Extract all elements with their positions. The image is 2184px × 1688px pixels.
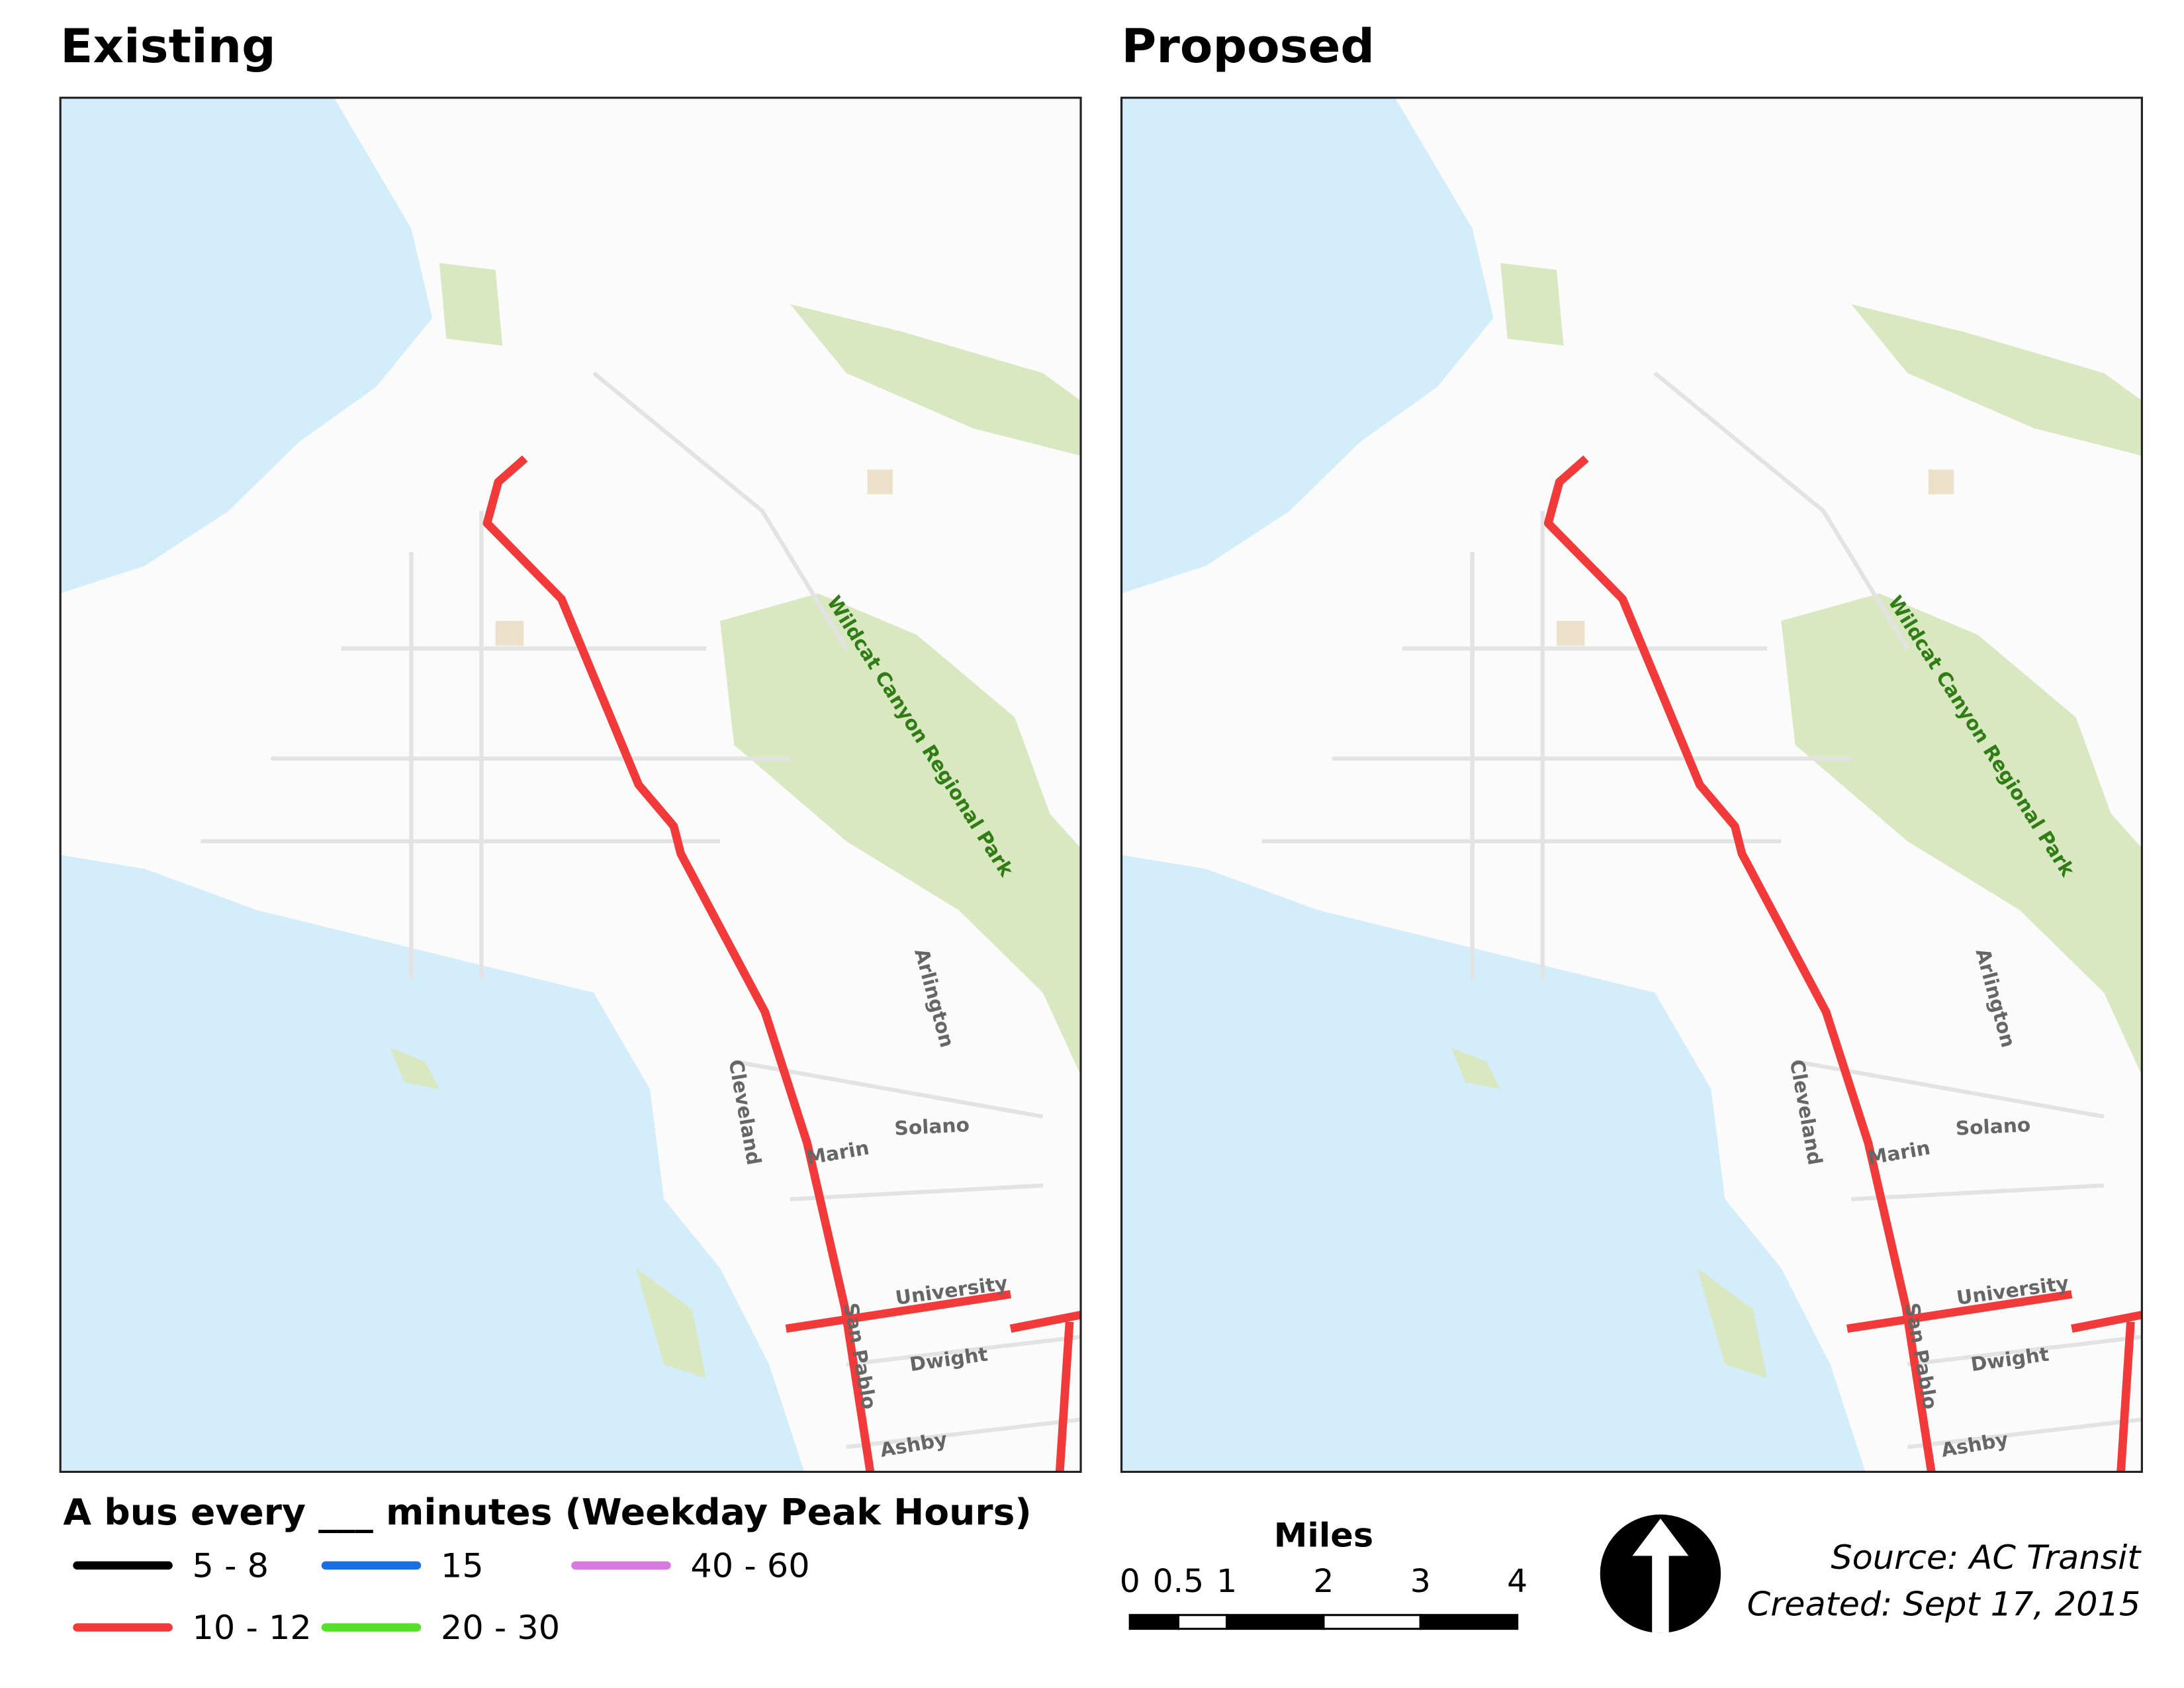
scale-segment bbox=[1128, 1614, 1180, 1630]
map-clip: Wildcat Canyon Regional ParkArlingtonCle… bbox=[1122, 98, 2142, 1472]
panel-title: Existing bbox=[60, 19, 275, 73]
scale-tick-label: 1 bbox=[1216, 1563, 1237, 1599]
legend-label: 5 - 8 bbox=[193, 1546, 269, 1585]
north-arrow-head bbox=[1632, 1519, 1689, 1633]
basemap bbox=[1122, 98, 2142, 1472]
panel-frame bbox=[59, 97, 1082, 1474]
scale-segment bbox=[1226, 1614, 1325, 1630]
scale-tick-label: 4 bbox=[1507, 1563, 1527, 1599]
scale-segment bbox=[1419, 1614, 1519, 1630]
scale-segment bbox=[1177, 1614, 1228, 1630]
map-panel: Wildcat Canyon Regional ParkArlingtonCle… bbox=[1120, 97, 2143, 1474]
scale-tick-label: 3 bbox=[1410, 1563, 1431, 1599]
scale-tick-label: 0 bbox=[1120, 1563, 1140, 1599]
created-text: Created: Sept 17, 2015 bbox=[1747, 1585, 2141, 1623]
scale-tick-label: 0.5 bbox=[1153, 1563, 1205, 1599]
legend-label: 15 bbox=[441, 1546, 484, 1585]
street-label: Solano bbox=[894, 1113, 970, 1139]
scale-segment bbox=[1322, 1614, 1422, 1630]
legend-title: A bus every ___ minutes (Weekday Peak Ho… bbox=[63, 1491, 1031, 1532]
source-text: Source: AC Transit bbox=[1831, 1538, 2142, 1576]
map-panel: Wildcat Canyon Regional ParkArlingtonCle… bbox=[59, 97, 1082, 1474]
scale-title: Miles bbox=[1274, 1516, 1373, 1554]
basemap bbox=[60, 98, 1081, 1472]
legend-label: 40 - 60 bbox=[690, 1546, 809, 1585]
legend-label: 10 - 12 bbox=[193, 1608, 312, 1646]
map-clip: Wildcat Canyon Regional ParkArlingtonCle… bbox=[60, 98, 1081, 1472]
scale-tick-label: 2 bbox=[1313, 1563, 1334, 1599]
panel-title: Proposed bbox=[1122, 19, 1375, 73]
panel-frame bbox=[1120, 97, 2143, 1474]
legend-label: 20 - 30 bbox=[441, 1608, 560, 1646]
street-label: Solano bbox=[1955, 1113, 2031, 1139]
